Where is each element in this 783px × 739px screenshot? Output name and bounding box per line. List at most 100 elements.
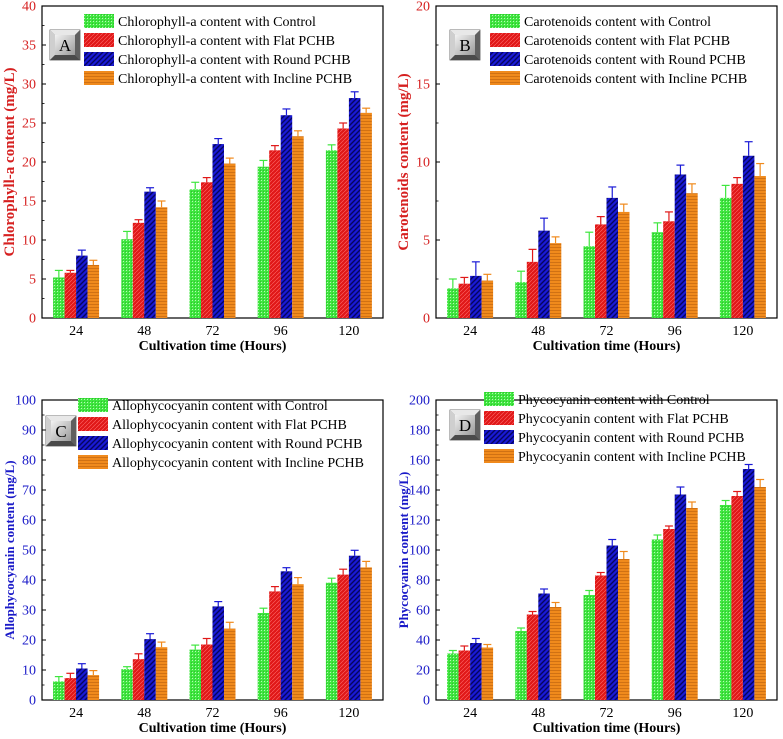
legend-label-flat: Chlorophyll-a content with Flat PCHB — [118, 34, 335, 49]
bar-control-96 — [257, 166, 270, 318]
bar-flat-48 — [526, 261, 539, 318]
y-tick-label: 100 — [15, 394, 36, 409]
bar-round-48 — [538, 593, 550, 700]
bar-round-120 — [742, 155, 755, 318]
bar-flat-24 — [458, 283, 471, 318]
legend-label-round: Phycocyanin content with Round PCHB — [518, 431, 744, 446]
bar-flat-24 — [64, 678, 77, 700]
bar-round-96 — [674, 494, 687, 700]
bar-round-24 — [470, 643, 482, 700]
x-tick-label: 72 — [206, 706, 220, 721]
y-tick-label: 100 — [409, 544, 430, 559]
y-tick-label: 40 — [416, 634, 430, 649]
chart-panel-d: 0 20 40 60 80 100 120 140 160 180 200 Phycocyanin c… — [396, 392, 778, 736]
bar-flat-96 — [663, 529, 675, 700]
panel-label: B — [459, 36, 470, 55]
y-tick-label: 20 — [22, 156, 36, 171]
bar-incline-24 — [481, 280, 494, 318]
y-tick-label: 80 — [22, 454, 36, 469]
y-tick-label: 15 — [22, 195, 36, 210]
legend-swatch-flat — [78, 417, 108, 431]
x-tick-label: 24 — [463, 706, 477, 721]
x-tick-label: 48 — [137, 324, 151, 339]
bar-incline-72 — [224, 163, 236, 318]
bar-control-72 — [189, 649, 201, 700]
x-tick-label: 48 — [531, 324, 545, 339]
y-tick-label: 10 — [416, 156, 430, 171]
legend-swatch-round — [78, 436, 108, 450]
bar-incline-96 — [292, 136, 304, 318]
bar-round-96 — [674, 174, 687, 318]
y-tick-label: 60 — [416, 604, 430, 619]
legend-label-round: Allophycocyanin content with Round PCHB — [112, 437, 362, 452]
bar-incline-48 — [549, 243, 562, 318]
legend-label-flat: Allophycocyanin content with Flat PCHB — [112, 418, 347, 433]
bar-control-24 — [53, 681, 65, 700]
bar-round-72 — [606, 197, 618, 318]
legend-swatch-control — [490, 14, 520, 28]
panel-label-badge: B — [449, 29, 481, 61]
y-tick-label: 0 — [29, 694, 36, 709]
bar-round-72 — [606, 545, 618, 700]
legend-label-control: Carotenoids content with Control — [524, 15, 711, 30]
legend-swatch-flat — [84, 33, 114, 47]
y-tick-label: 35 — [22, 39, 36, 54]
bar-flat-48 — [526, 614, 539, 700]
x-tick-label: 48 — [137, 706, 151, 721]
x-tick-label: 72 — [206, 324, 220, 339]
bar-round-72 — [212, 144, 224, 318]
bar-flat-48 — [132, 659, 145, 700]
y-tick-label: 200 — [409, 394, 430, 409]
x-axis-label: Cultivation time (Hours) — [139, 339, 287, 354]
panel-label: D — [459, 416, 471, 435]
bar-incline-24 — [87, 675, 100, 700]
x-tick-label: 72 — [600, 706, 614, 721]
legend-label-incline: Phycocyanin content with Incline PCHB — [518, 450, 746, 465]
legend-swatch-round — [84, 52, 114, 66]
legend-swatch-flat — [490, 33, 520, 47]
legend-swatch-incline — [78, 455, 108, 469]
x-axis-label: Cultivation time (Hours) — [533, 339, 681, 354]
y-tick-label: 60 — [22, 514, 36, 529]
x-tick-label: 24 — [463, 324, 477, 339]
bar-control-24 — [53, 277, 65, 318]
x-tick-label: 96 — [668, 706, 682, 721]
y-tick-label: 10 — [22, 664, 36, 679]
bar-flat-96 — [269, 150, 281, 318]
y-tick-label: 0 — [423, 694, 430, 709]
bar-flat-24 — [458, 650, 471, 700]
bar-flat-120 — [337, 574, 349, 700]
y-axis-label: Phycocyanin content (mg/L) — [396, 472, 411, 629]
bar-round-48 — [144, 639, 156, 700]
bar-flat-24 — [64, 272, 77, 318]
legend-swatch-round — [484, 430, 514, 444]
y-tick-label: 50 — [22, 544, 36, 559]
bar-incline-96 — [686, 193, 698, 318]
bar-round-48 — [538, 230, 550, 318]
legend-label-round: Carotenoids content with Round PCHB — [524, 53, 746, 68]
legend: Carotenoids content with Control Caroteno… — [490, 14, 747, 87]
bar-control-48 — [121, 239, 133, 318]
y-tick-label: 20 — [22, 634, 36, 649]
y-tick-label: 40 — [22, 0, 36, 15]
y-tick-label: 120 — [409, 514, 430, 529]
bar-incline-72 — [224, 628, 236, 700]
legend-label-control: Allophycocyanin content with Control — [112, 399, 328, 414]
y-tick-label: 160 — [409, 454, 430, 469]
bar-control-72 — [583, 595, 595, 700]
bar-control-120 — [325, 150, 338, 318]
x-tick-label: 48 — [531, 706, 545, 721]
bar-flat-72 — [201, 644, 213, 700]
bar-round-24 — [470, 275, 482, 318]
bar-incline-96 — [292, 584, 304, 700]
bar-incline-120 — [360, 112, 372, 318]
bar-round-24 — [76, 668, 88, 700]
bar-control-120 — [325, 582, 338, 700]
x-tick-label: 120 — [732, 324, 753, 339]
bar-incline-48 — [155, 647, 168, 700]
y-tick-label: 0 — [423, 312, 430, 327]
y-tick-label: 30 — [22, 78, 36, 93]
legend-swatch-control — [484, 392, 514, 406]
y-tick-label: 20 — [416, 664, 430, 679]
